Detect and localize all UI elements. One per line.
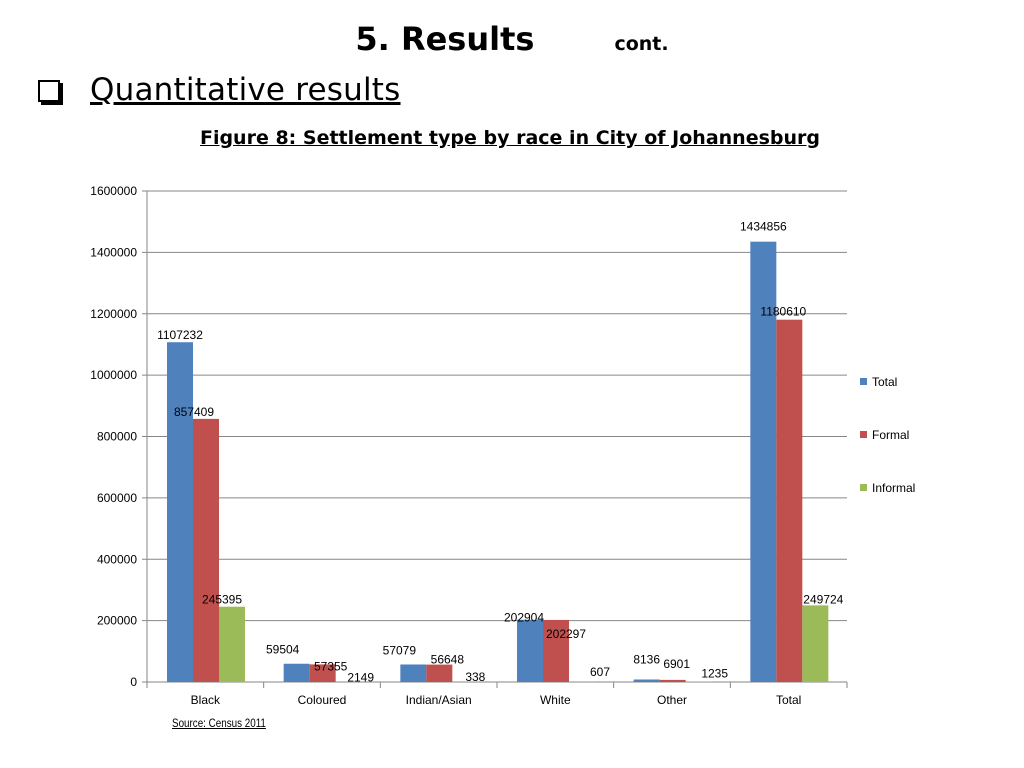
slide-title: 5. Results cont.	[0, 20, 1024, 58]
data-label: 249724	[803, 592, 843, 606]
bar	[750, 241, 777, 682]
chart-bars	[167, 241, 829, 682]
data-label: 8136	[633, 653, 660, 667]
legend-swatch	[860, 484, 867, 491]
bar	[219, 606, 245, 682]
checkbox-bullet-icon	[38, 80, 60, 102]
data-label: 2149	[347, 670, 374, 684]
data-label: 245395	[202, 593, 242, 607]
data-label: 1180610	[760, 305, 806, 319]
data-label: 57355	[314, 659, 348, 673]
bar	[400, 664, 427, 682]
x-tick-label: Indian/Asian	[406, 693, 472, 707]
bar	[659, 679, 686, 682]
bar	[633, 679, 660, 682]
bar	[167, 342, 193, 682]
x-tick-label: Other	[657, 693, 687, 707]
data-label: 202904	[504, 611, 544, 625]
bullet-text: Quantitative results	[90, 72, 401, 108]
data-label: 338	[465, 670, 485, 684]
bar	[283, 663, 310, 682]
data-label: 1434856	[740, 220, 787, 234]
legend-swatch	[860, 431, 867, 438]
y-tick-label: 1600000	[90, 184, 137, 198]
data-label: 607	[590, 665, 610, 679]
bar	[193, 418, 219, 682]
bullet-item: Quantitative results	[38, 72, 401, 108]
legend-label: Total	[872, 375, 897, 389]
chart-legend: Total Formal Informal	[860, 375, 915, 495]
legend-label: Informal	[872, 481, 915, 495]
bar	[426, 664, 453, 682]
y-tick-label: 800000	[97, 430, 137, 444]
slide-title-main: 5. Results	[355, 20, 535, 58]
y-tick-label: 0	[130, 675, 137, 689]
bar	[776, 319, 803, 682]
data-label: 57079	[383, 643, 417, 657]
y-tick-label: 1400000	[90, 245, 137, 259]
bar	[543, 619, 569, 682]
y-tick-label: 400000	[97, 552, 137, 566]
source-note: Source: Census 2011	[172, 716, 266, 730]
y-tick-label: 1200000	[90, 307, 137, 321]
x-tick-label: Coloured	[298, 693, 347, 707]
chart-gridlines	[147, 190, 847, 683]
data-label: 1235	[701, 667, 728, 681]
bar	[335, 681, 362, 682]
legend-swatch	[860, 378, 867, 385]
data-label: 1107232	[157, 328, 203, 342]
chart-axes: 0 200000 400000 600000 800000 1000000 1200000 1…	[90, 184, 848, 707]
data-label: 857409	[174, 405, 214, 419]
y-tick-label: 600000	[97, 491, 137, 505]
x-tick-label: White	[540, 693, 571, 707]
data-label: 59504	[266, 643, 300, 657]
y-tick-label: 1000000	[90, 368, 137, 382]
x-tick-label: Black	[191, 693, 221, 707]
x-tick-label: Total	[776, 693, 801, 707]
figure-caption: Figure 8: Settlement type by race in Cit…	[199, 127, 821, 149]
data-label: 56648	[431, 653, 465, 667]
data-label: 6901	[663, 657, 690, 671]
data-label: 202297	[546, 627, 586, 641]
bar	[309, 664, 336, 682]
bar	[517, 619, 543, 682]
bar	[802, 605, 829, 682]
legend-label: Formal	[872, 428, 909, 442]
y-tick-label: 200000	[97, 614, 137, 628]
slide-title-suffix: cont.	[614, 33, 669, 55]
chart-data-labels: 1107232 59504 57079 202904 8136 1434856 857409…	[157, 220, 844, 685]
